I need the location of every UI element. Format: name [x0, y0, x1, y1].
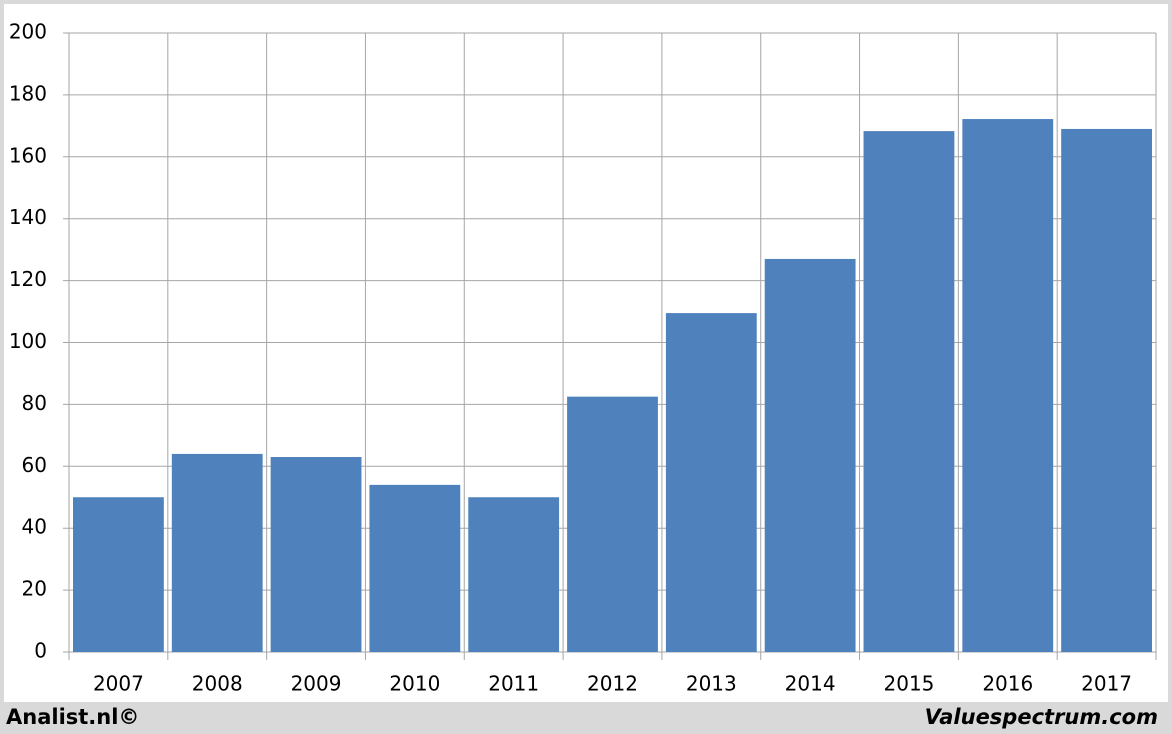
- x-tick-label: 2014: [785, 672, 836, 696]
- x-tick-label: 2016: [982, 672, 1033, 696]
- y-tick-label: 0: [34, 639, 47, 663]
- bar: [764, 258, 856, 652]
- source-right: Valuespectrum.com: [925, 705, 1158, 729]
- x-tick-label: 2013: [686, 672, 737, 696]
- bar: [73, 497, 164, 652]
- x-tick-label: 2010: [389, 672, 440, 696]
- x-tick-label: 2011: [488, 672, 539, 696]
- bar: [1061, 128, 1152, 652]
- x-tick-label: 2012: [587, 672, 638, 696]
- bar: [863, 131, 955, 652]
- y-tick-label: 40: [22, 515, 47, 539]
- bar: [369, 484, 461, 652]
- x-tick-label: 2008: [192, 672, 243, 696]
- x-tick-label: 2017: [1081, 672, 1132, 696]
- y-tick-label: 20: [22, 577, 47, 601]
- y-tick-label: 100: [9, 329, 47, 353]
- y-tick-label: 60: [22, 453, 47, 477]
- y-tick-label: 140: [9, 205, 47, 229]
- bar: [665, 313, 757, 652]
- bar: [270, 457, 362, 652]
- bar: [567, 396, 658, 652]
- source-left: Analist.nl©: [6, 705, 139, 729]
- bar: [962, 119, 1054, 652]
- y-tick-label: 200: [9, 20, 47, 44]
- y-tick-label: 160: [9, 143, 47, 167]
- bar: [468, 497, 560, 652]
- y-tick-label: 80: [22, 391, 47, 415]
- x-tick-label: 2007: [93, 672, 144, 696]
- bar: [171, 453, 263, 652]
- x-tick-label: 2009: [291, 672, 342, 696]
- x-tick-label: 2015: [884, 672, 935, 696]
- y-tick-label: 180: [9, 81, 47, 105]
- y-tick-label: 120: [9, 267, 47, 291]
